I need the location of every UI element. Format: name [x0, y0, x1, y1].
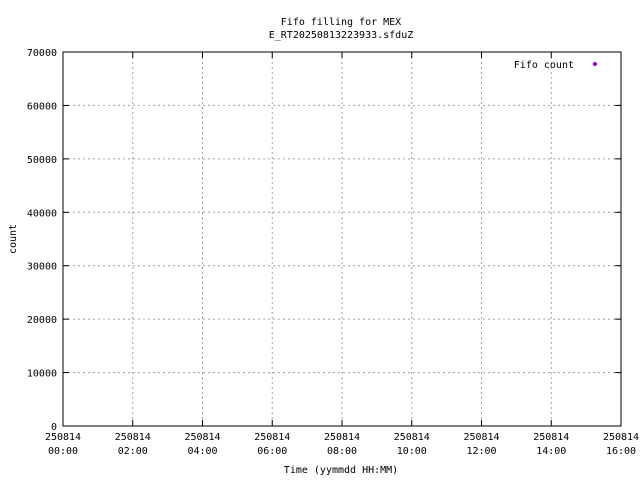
x-tick-label-time: 14:00: [536, 446, 566, 457]
x-tick-label-date: 250814: [45, 432, 81, 443]
y-tick-label: 20000: [27, 315, 57, 326]
x-tick-label-time: 02:00: [118, 446, 148, 457]
legend-marker: [592, 61, 598, 67]
legend-label: Fifo count: [514, 60, 574, 71]
y-tick-label: 50000: [27, 155, 57, 166]
chart-subtitle: E_RT20250813223933.sfduZ: [269, 30, 414, 41]
x-tick-label-time: 08:00: [327, 446, 357, 457]
x-tick-label-date: 250814: [603, 432, 639, 443]
x-axis-ticks: 25081400:0025081402:0025081404:002508140…: [45, 52, 639, 457]
y-tick-label: 70000: [27, 48, 57, 59]
x-tick-label-date: 250814: [115, 432, 151, 443]
x-tick-label-date: 250814: [184, 432, 220, 443]
x-axis-label: Time (yymmdd HH:MM): [284, 465, 398, 476]
x-tick-label-time: 04:00: [187, 446, 217, 457]
x-tick-label-date: 250814: [463, 432, 499, 443]
y-tick-label: 40000: [27, 208, 57, 219]
x-tick-label-time: 12:00: [466, 446, 496, 457]
grid-lines: [63, 52, 621, 426]
y-tick-label: 10000: [27, 369, 57, 380]
y-tick-label: 60000: [27, 101, 57, 112]
y-tick-label: 30000: [27, 262, 57, 273]
legend: Fifo count: [514, 60, 598, 71]
x-tick-label-date: 250814: [533, 432, 569, 443]
x-tick-label-date: 250814: [394, 432, 430, 443]
y-tick-label: 0: [51, 422, 57, 433]
y-axis-ticks: 0 10000 20000 30000 40000 50000 60000 70000: [27, 48, 621, 433]
x-tick-label-time: 06:00: [257, 446, 287, 457]
chart-title: Fifo filling for MEX: [281, 17, 401, 28]
x-tick-label-date: 250814: [254, 432, 290, 443]
x-tick-label-time: 16:00: [606, 446, 636, 457]
x-tick-label-date: 250814: [324, 432, 360, 443]
x-tick-label-time: 00:00: [48, 446, 78, 457]
x-tick-label-time: 10:00: [397, 446, 427, 457]
y-axis-label: count: [8, 224, 19, 254]
